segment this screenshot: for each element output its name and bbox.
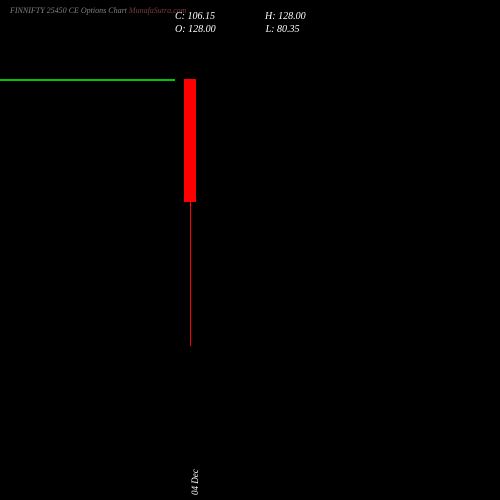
title-prefix: FINNIFTY 25450 CE Options Chart: [10, 6, 129, 15]
ohlc-low: L: 80.35: [266, 23, 300, 36]
ohlc-close: C: 106.15: [175, 10, 215, 23]
ohlc-row-2: O: 128.00 L: 80.35: [175, 23, 306, 36]
ohlc-open: O: 128.00: [175, 23, 216, 36]
ohlc-row-1: C: 106.15 H: 128.00: [175, 10, 306, 23]
reference-line: [0, 79, 175, 81]
chart-title: FINNIFTY 25450 CE Options Chart MunafaSu…: [10, 6, 186, 15]
x-axis-tick: 04 Dec: [190, 469, 200, 495]
ohlc-high: H: 128.00: [265, 10, 306, 23]
candle-body: [184, 79, 196, 201]
ohlc-readout: C: 106.15 H: 128.00 O: 128.00 L: 80.35: [175, 10, 306, 36]
